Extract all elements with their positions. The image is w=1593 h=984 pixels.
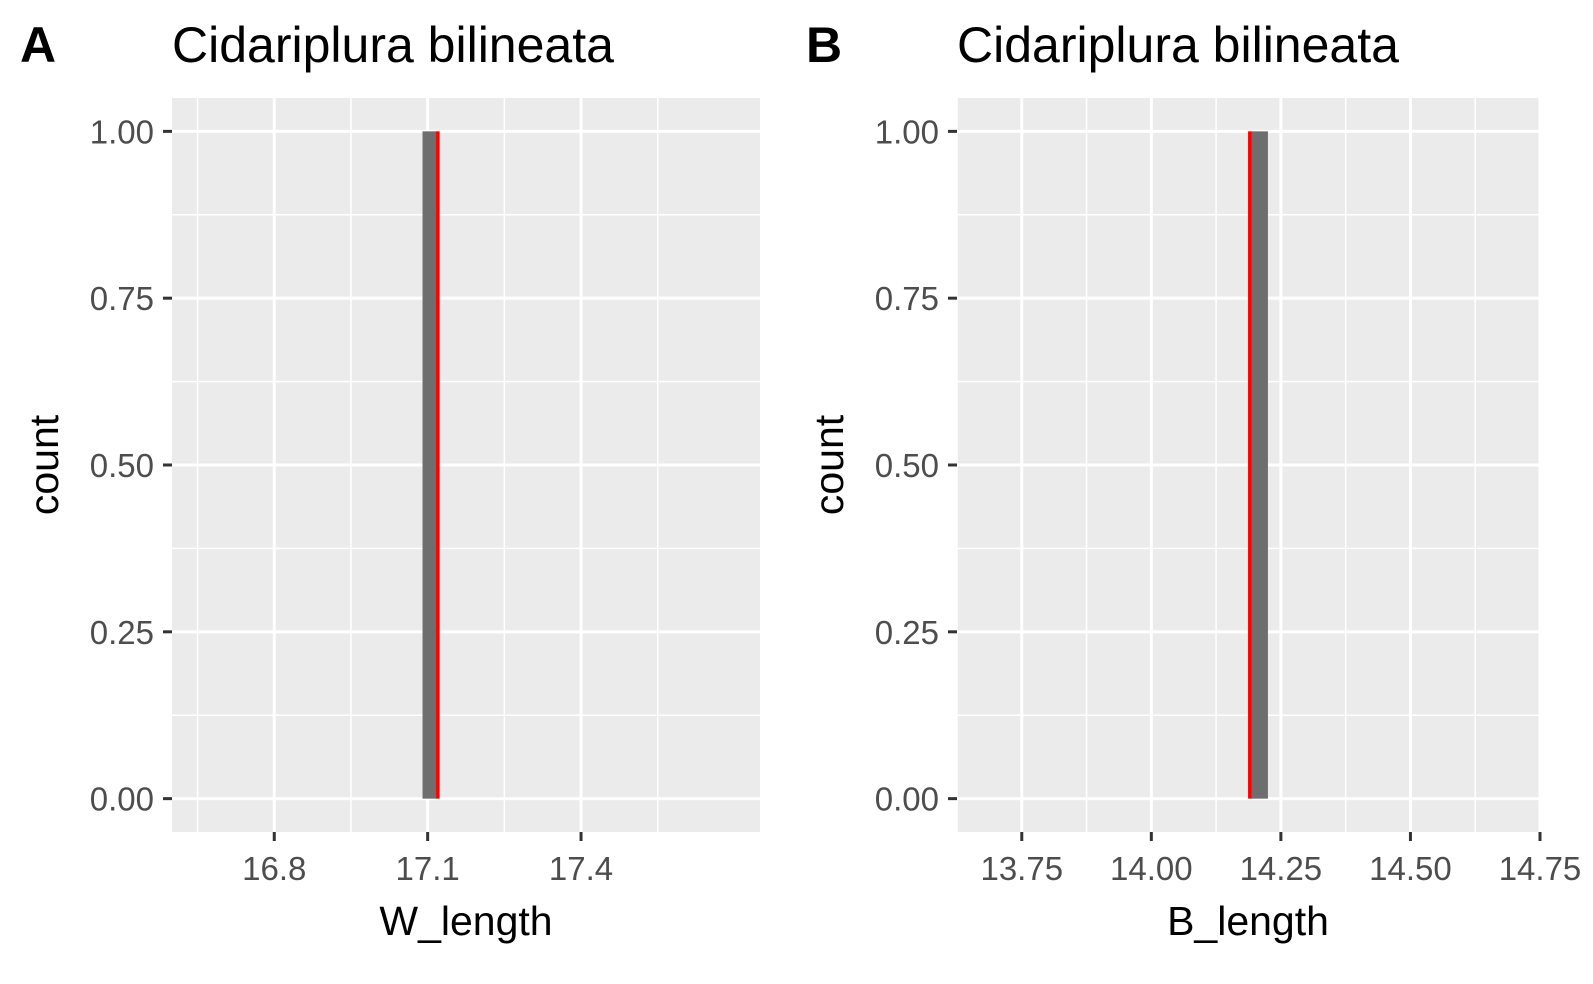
chart-title: Cidariplura bilineata <box>957 17 1399 73</box>
y-tick-label: 0.25 <box>90 614 154 651</box>
y-tick-label: 0.25 <box>875 614 939 651</box>
x-tick-label: 13.75 <box>980 850 1063 887</box>
x-tick-label: 17.1 <box>396 850 460 887</box>
y-axis-label: count <box>21 414 67 515</box>
y-tick-label: 0.00 <box>90 781 154 818</box>
panel-tag: A <box>20 17 56 73</box>
panel-tag: B <box>806 17 842 73</box>
y-tick-label: 0.75 <box>875 280 939 317</box>
x-tick-label: 14.50 <box>1369 850 1452 887</box>
y-axis-label: count <box>806 414 852 515</box>
x-tick-label: 14.25 <box>1240 850 1323 887</box>
x-axis-label: W_length <box>379 898 552 944</box>
histogram-bar <box>422 131 438 799</box>
x-tick-label: 16.8 <box>242 850 306 887</box>
x-tick-label: 17.4 <box>549 850 613 887</box>
chart-title: Cidariplura bilineata <box>172 17 614 73</box>
x-axis-label: B_length <box>1167 898 1329 944</box>
y-tick-label: 1.00 <box>875 113 939 150</box>
y-tick-label: 1.00 <box>90 113 154 150</box>
histogram-bar <box>1249 131 1268 799</box>
y-tick-label: 0.75 <box>90 280 154 317</box>
panel-b: 0.00 0.25 0.50 0.75 1.00 13.75 14.00 14.25 14.50… <box>806 17 1581 944</box>
panel-a: 0.00 0.25 0.50 0.75 1.00 16.8 17.1 17.4 W_length… <box>20 17 760 944</box>
x-tick-label: 14.00 <box>1110 850 1193 887</box>
y-tick-label: 0.50 <box>875 447 939 484</box>
y-tick-label: 0.00 <box>875 781 939 818</box>
x-tick-label: 14.75 <box>1499 850 1582 887</box>
y-tick-label: 0.50 <box>90 447 154 484</box>
